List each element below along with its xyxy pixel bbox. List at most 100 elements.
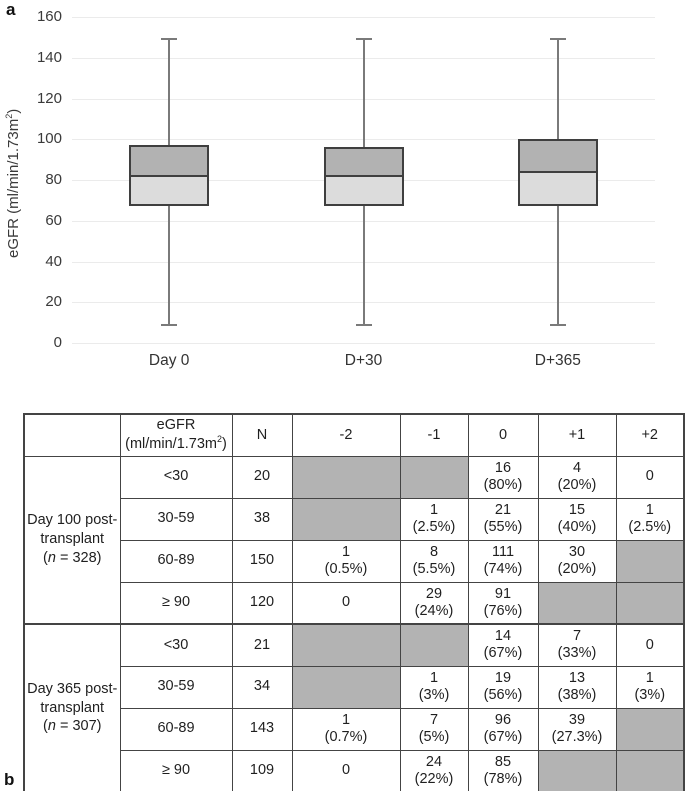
header-row: eGFR (ml/min/1.73m2) N -2 -1 0 +1 +2: [23, 413, 685, 457]
cell-value: 7 (5%): [399, 707, 469, 751]
cell-shaded: [399, 623, 469, 667]
cell-shaded: [291, 623, 401, 667]
cell-value: 29 (24%): [399, 581, 469, 625]
y-tick-label: 80: [45, 171, 62, 188]
egfr-range: ≥ 90: [119, 581, 233, 625]
median-line: [323, 174, 404, 177]
n-value: 20: [231, 455, 293, 499]
cell-value: 19 (56%): [467, 665, 539, 709]
y-tick-label: 0: [53, 334, 62, 351]
cell-value: 91 (76%): [467, 581, 539, 625]
table-row: Day 365 post- transplant (n = 307) <30 2…: [23, 623, 685, 791]
egfr-range: <30: [119, 455, 233, 499]
cell-shaded: [291, 665, 401, 709]
egfr-range: 30-59: [119, 665, 233, 709]
median-line: [129, 174, 210, 177]
y-tick-label: 40: [45, 252, 62, 270]
y-tick-label: 20: [45, 293, 62, 311]
panel-a-letter: a: [6, 0, 16, 19]
y-tick-label: 100: [36, 130, 62, 148]
egfr-range: <30: [119, 623, 233, 667]
group-label-day365: Day 365 post- transplant (n = 307): [23, 623, 121, 791]
panel-a-boxplot: a eGFR (ml/min/1.73m2) 0 20 40 60 80 100 120 14…: [0, 0, 685, 382]
header-egfr: eGFR (ml/min/1.73m2): [119, 413, 233, 457]
cell-value: 30 (20%): [537, 539, 617, 583]
whisker-cap-top: [549, 38, 566, 41]
n-value: 143: [231, 707, 293, 751]
n-value: 21: [231, 623, 293, 667]
x-category-label: D+30: [344, 352, 383, 369]
panel-b-table: b eGFR (ml/min/1.73m2) N -2 -1 0: [0, 380, 685, 791]
cell-value: 85 (78%): [467, 749, 539, 791]
header-delta-plus1: +1: [537, 413, 617, 457]
whisker-cap-bottom: [549, 323, 566, 326]
cell-shaded: [537, 581, 617, 625]
cell-shaded: [537, 749, 617, 791]
header-egfr-superscript: 2: [217, 434, 223, 445]
cell-value: 0: [615, 623, 685, 667]
n-value: 120: [231, 581, 293, 625]
cell-value: 96 (67%): [467, 707, 539, 751]
egfr-range: 60-89: [119, 707, 233, 751]
cell-shaded: [399, 455, 469, 499]
panel-b-letter: b: [4, 770, 15, 789]
table-row: 30-59 34 1 (3%) 19 (56%) 13 (38%) 1 (3%): [24, 665, 685, 709]
cell-shaded: [615, 581, 685, 625]
n-value: 38: [231, 497, 293, 541]
y-tick-label: 120: [36, 89, 62, 107]
median-line: [517, 170, 598, 173]
italic-n: n: [47, 718, 56, 735]
whisker-cap-bottom: [355, 323, 372, 326]
cell-value: 13 (38%): [537, 665, 617, 709]
x-category-label: D+365: [534, 352, 581, 369]
cell-value: 24 (22%): [399, 749, 469, 791]
gridline: [72, 343, 655, 344]
y-tick-label: 140: [36, 48, 62, 66]
cell-value: 1 (3%): [399, 665, 469, 709]
transition-table: eGFR (ml/min/1.73m2) N -2 -1 0 +1 +2 Day…: [23, 413, 685, 791]
header-egfr-line1: eGFR: [156, 417, 196, 434]
cell-value: 111 (74%): [467, 539, 539, 583]
cell-value: 16 (80%): [467, 455, 539, 499]
cell-value: 0: [291, 749, 401, 791]
whisker-cap-top: [355, 38, 372, 41]
header-egfr-line2: (ml/min/1.73m2): [125, 434, 227, 453]
table-row: Day 100 post- transplant (n = 328) <30 2…: [23, 455, 685, 625]
gridline: [72, 17, 655, 18]
cell-value: 8 (5.5%): [399, 539, 469, 583]
group-label-day100: Day 100 post- transplant (n = 328): [23, 455, 121, 625]
table-row: 30-59 38 1 (2.5%) 21 (55%) 15 (40%) 1 (2.5%): [24, 497, 685, 541]
n-value: 150: [231, 539, 293, 583]
header-delta-minus2: -2: [291, 413, 401, 457]
whisker-cap-bottom: [161, 323, 178, 326]
cell-value: 0: [615, 455, 685, 499]
box-upper-quartile: [131, 147, 208, 176]
egfr-range: 60-89: [119, 539, 233, 583]
cell-shaded: [291, 497, 401, 541]
table-row: 60-89 150 1 (0.5%) 8 (5.5%) 111 (74%) 30 (20…: [24, 539, 685, 583]
header-blank: [23, 413, 121, 457]
y-tick-label: 60: [45, 211, 62, 229]
header-delta-minus1: -1: [399, 413, 469, 457]
table-row: ≥ 90 109 0 24 (22%) 85 (78%): [24, 749, 685, 791]
table-row: 60-89 143 1 (0.7%) 7 (5%) 96 (67%) 39 (27.3%…: [24, 707, 685, 751]
egfr-range: ≥ 90: [119, 749, 233, 791]
boxplot-plot-area: 0 20 40 60 80 100 120 140 160 Day 0 D+30 D+365: [0, 0, 685, 382]
x-category-label: Day 0: [148, 352, 190, 369]
cell-value: 15 (40%): [537, 497, 617, 541]
table-row: ≥ 90 120 0 29 (24%) 91 (76%): [24, 581, 685, 625]
cell-shaded: [615, 539, 685, 583]
cell-shaded: [615, 749, 685, 791]
box-upper-quartile: [325, 149, 402, 176]
cell-value: 21 (55%): [467, 497, 539, 541]
cell-value: 1 (2.5%): [399, 497, 469, 541]
header-n: N: [231, 413, 293, 457]
cell-value: 0: [291, 581, 401, 625]
cell-value: 1 (2.5%): [615, 497, 685, 541]
box-upper-quartile: [519, 141, 596, 172]
header-delta-plus2: +2: [615, 413, 685, 457]
n-value: 34: [231, 665, 293, 709]
cell-shaded: [615, 707, 685, 751]
cell-value: 14 (67%): [467, 623, 539, 667]
